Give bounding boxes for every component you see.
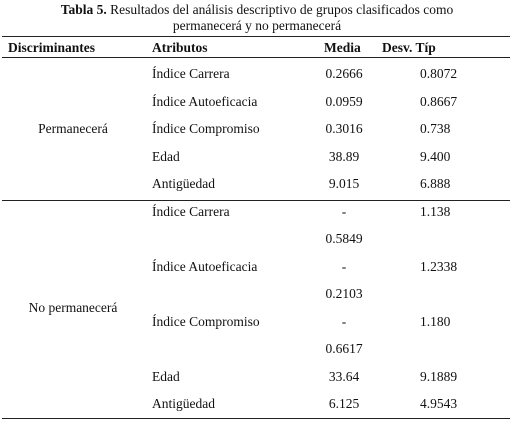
attribute: Edad [152,148,180,164]
std-dev: 4.9543 [420,396,458,411]
mean: - 0.2103 [325,258,363,302]
mean: 6.125 [328,396,360,411]
std-dev: 1.180 [420,313,451,329]
attribute: Índice Compromiso [152,313,260,329]
attribute: Antigüedad [152,176,215,191]
attribute: Índice Carrera [152,203,230,219]
mean: 0.0959 [325,93,363,109]
std-dev: 6.888 [420,176,451,191]
caption: Tabla 5. Resultados del análisis descrip… [0,2,514,34]
mean: - 0.5849 [325,203,363,247]
std-dev: 9.1889 [420,368,458,384]
std-dev: 1.138 [420,203,451,219]
std-dev: 0.8667 [420,93,458,109]
attribute: Índice Carrera [152,66,230,81]
mean: 0.2666 [325,66,363,81]
header-rule [2,57,510,58]
std-dev: 1.2338 [420,258,458,274]
mean: 0.3016 [325,121,363,136]
std-dev: 0.738 [420,121,451,136]
header-cell: Media [324,40,361,55]
group-label: No permanecerá [28,299,118,315]
attribute: Edad [152,368,180,384]
header-cell: Atributos [152,40,208,55]
attribute: Índice Autoeficacia [152,93,258,109]
top-rule [2,36,510,37]
header-cell: Discriminantes [8,40,95,55]
header-cell: Desv. Típ [382,40,436,55]
std-dev: 0.8072 [420,66,458,81]
caption-label: Tabla 5. [60,2,107,17]
attribute: Índice Autoeficacia [152,258,258,274]
group-rule [2,200,510,201]
mean: - 0.6617 [325,313,363,357]
attribute: Antigüedad [152,396,215,411]
std-dev: 9.400 [420,148,451,164]
bottom-rule [2,418,510,419]
attribute: Índice Compromiso [152,121,260,136]
group-label: Permanecerá [38,121,108,136]
mean: 9.015 [328,176,360,191]
mean: 38.89 [328,148,360,164]
mean: 33.64 [328,368,360,384]
caption-text: Resultados del análisis descriptivo de g… [110,2,454,33]
